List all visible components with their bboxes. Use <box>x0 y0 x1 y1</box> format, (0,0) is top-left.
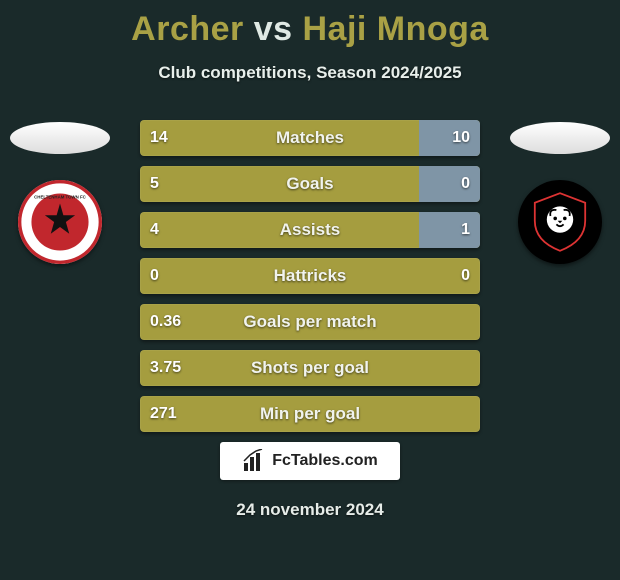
svg-text:CHELTENHAM TOWN FC: CHELTENHAM TOWN FC <box>34 194 87 199</box>
player1-club-badge: CHELTENHAM TOWN FC <box>18 180 102 264</box>
player1-name: Archer <box>131 10 244 48</box>
stat-value-player2: 0 <box>461 258 470 294</box>
date-stamp: 24 november 2024 <box>0 500 620 520</box>
stat-value-player1: 0.36 <box>150 304 181 340</box>
stat-label: Shots per goal <box>140 350 480 386</box>
stat-row: Hattricks0 0 <box>140 258 480 294</box>
stat-value-player1: 3.75 <box>150 350 181 386</box>
comparison-title: Archer vs Haji Mnoga <box>0 0 620 49</box>
vs-text: vs <box>254 10 293 48</box>
stat-row: Min per goal271 <box>140 396 480 432</box>
player1-flag <box>10 122 110 154</box>
player2-name: Haji Mnoga <box>303 10 489 48</box>
stat-value-player1: 5 <box>150 166 159 202</box>
player2-flag <box>510 122 610 154</box>
stat-label: Goals per match <box>140 304 480 340</box>
competition-subtitle: Club competitions, Season 2024/2025 <box>0 63 620 83</box>
stat-row: Shots per goal3.75 <box>140 350 480 386</box>
stat-value-player1: 271 <box>150 396 177 432</box>
stat-label: Goals <box>140 166 480 202</box>
stat-row: Assists4 1 <box>140 212 480 248</box>
stat-value-player1: 0 <box>150 258 159 294</box>
brand-text: FcTables.com <box>272 452 378 470</box>
stat-bars: Matches1410Goals50Assists41Hattricks00Go… <box>140 120 480 442</box>
stat-value-player2: 0 <box>461 166 470 202</box>
stat-row: Matches14 10 <box>140 120 480 156</box>
player2-club-badge <box>518 180 602 264</box>
stat-label: Matches <box>140 120 480 156</box>
stat-value-player1: 14 <box>150 120 168 156</box>
stat-label: Assists <box>140 212 480 248</box>
stat-value-player2: 10 <box>452 120 470 156</box>
brand-box[interactable]: FcTables.com <box>220 442 400 480</box>
bar-chart-icon <box>242 449 266 473</box>
stat-value-player1: 4 <box>150 212 159 248</box>
stat-value-player2: 1 <box>461 212 470 248</box>
stat-row: Goals per match0.36 <box>140 304 480 340</box>
stat-row: Goals5 0 <box>140 166 480 202</box>
stat-label: Hattricks <box>140 258 480 294</box>
stat-label: Min per goal <box>140 396 480 432</box>
